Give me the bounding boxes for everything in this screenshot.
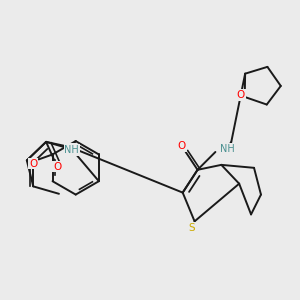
Text: O: O <box>68 144 76 154</box>
Text: S: S <box>188 223 195 233</box>
Text: O: O <box>53 162 61 172</box>
Text: NH: NH <box>220 144 235 154</box>
Text: O: O <box>237 90 245 100</box>
Text: O: O <box>29 159 38 169</box>
Text: O: O <box>178 141 186 151</box>
Text: NH: NH <box>64 145 79 155</box>
